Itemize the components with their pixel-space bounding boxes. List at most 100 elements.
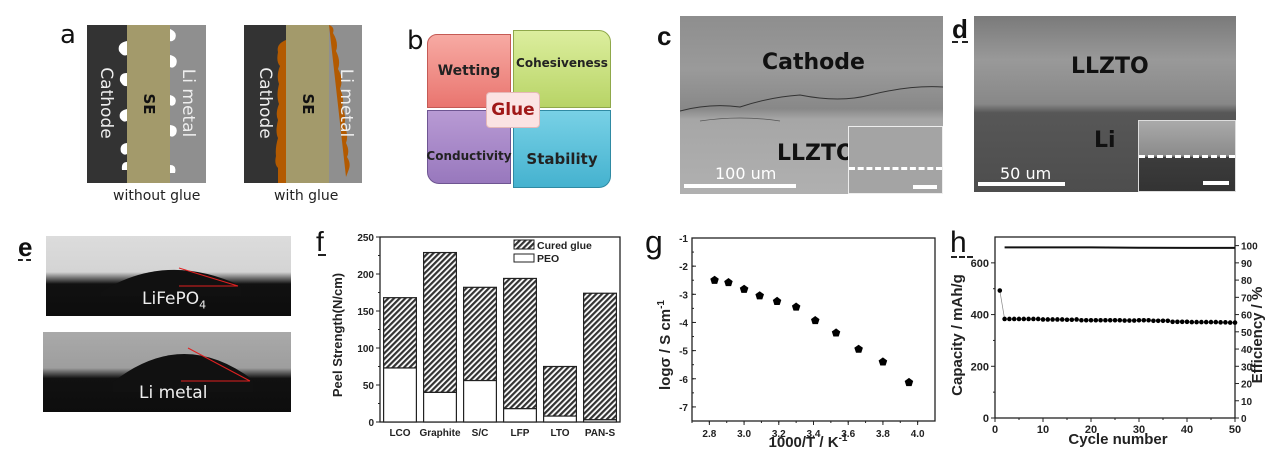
capacity-point — [1213, 319, 1219, 325]
capacity-point — [1016, 316, 1022, 322]
x-tick-label: 3.0 — [737, 429, 751, 440]
panel-label-a: a — [60, 20, 76, 50]
capacity-point — [1059, 317, 1065, 322]
data-point — [878, 357, 888, 366]
y-tick-label-right: 20 — [1241, 380, 1253, 391]
quadrant-wetting-label: Wetting — [437, 63, 501, 79]
capacity-point — [1035, 316, 1041, 322]
y-tick-label-left: 400 — [971, 310, 989, 322]
data-point — [791, 302, 801, 311]
x-tick-label: 3.2 — [772, 429, 786, 440]
capacity-point — [1208, 319, 1214, 325]
y-tick-label-right: 60 — [1241, 311, 1253, 322]
x-axis-label-text: 1000/T / K — [769, 434, 839, 450]
capacity-point — [1151, 318, 1156, 324]
y-tick-label: -3 — [679, 290, 688, 301]
data-point — [724, 278, 733, 287]
panel-label-b: b — [407, 26, 424, 56]
sem-inset — [848, 126, 943, 194]
capacity-point — [1199, 319, 1204, 325]
panel-label-g: g — [645, 224, 663, 260]
capacity-point — [1007, 316, 1012, 322]
capacity-point — [1021, 316, 1027, 322]
capacity-point — [1098, 317, 1103, 323]
y-tick-label: -7 — [679, 403, 688, 414]
x-tick-label: 30 — [1133, 424, 1145, 436]
inset-scale-bar — [913, 185, 937, 189]
se-label: SE — [140, 93, 158, 115]
interface-schematic-without-glue — [87, 25, 206, 183]
x-axis-label: 1000/T / K-1 — [769, 433, 848, 450]
y-tick-label: 150 — [357, 307, 374, 318]
bar-cured-glue — [382, 297, 417, 369]
bar-peo — [422, 391, 457, 423]
x-tick-label: 3.4 — [807, 429, 821, 440]
capacity-point — [1189, 319, 1195, 325]
li-metal-label: Li metal — [336, 68, 356, 138]
legend-label-cured-glue: Cured glue — [537, 240, 592, 252]
data-point — [755, 291, 764, 300]
capacity-point — [1131, 318, 1137, 323]
capacity-point — [1218, 320, 1223, 325]
capacity-point — [1160, 318, 1166, 324]
y-tick-label: 250 — [357, 233, 374, 244]
capacity-point — [1026, 316, 1031, 322]
y-axis-label-text: logσ / S cm — [657, 309, 674, 390]
se-label: SE — [299, 93, 317, 115]
data-point — [811, 316, 820, 325]
interface-dashed-line — [1139, 155, 1235, 158]
sem-image-cathode-llzto: Cathode LLZTO 100 um — [680, 16, 943, 194]
caption-with-glue: with glue — [274, 188, 339, 204]
data-point — [904, 377, 914, 387]
panel-f-underline — [318, 254, 326, 256]
x-tick-label: 2.8 — [702, 429, 716, 440]
capacity-point — [1064, 317, 1070, 323]
bar-peo — [503, 408, 538, 423]
y-tick-label-right: 50 — [1241, 328, 1253, 339]
y-tick-label-right: 70 — [1241, 293, 1253, 304]
legend: Cured glue PEO — [513, 239, 592, 265]
efficiency-line — [1004, 246, 1235, 249]
x-tick-label: 10 — [1037, 424, 1049, 436]
arrhenius-conductivity-plot: -7 -6 -5 -4 -3 -2 -1 2.8 3.0 3.2 3.4 3.6 3.8 4.0 logσ… — [656, 234, 936, 450]
legend-swatch-cured-glue — [513, 239, 535, 250]
capacity-point — [1146, 317, 1151, 323]
capacity-point — [1223, 320, 1228, 325]
scale-bar-label: 50 um — [1000, 164, 1052, 183]
panel-h-underline — [951, 256, 973, 258]
y-tick-label-right: 90 — [1241, 259, 1253, 270]
capacity-point — [1079, 317, 1084, 323]
y-tick-label: -1 — [679, 234, 688, 245]
capacity-point — [1227, 320, 1233, 325]
y-tick-label: 200 — [357, 270, 374, 281]
data-point — [831, 328, 841, 337]
bar-peo — [583, 419, 618, 423]
capacity-point — [1011, 316, 1017, 322]
capacity-point — [1155, 318, 1161, 324]
capacity-point — [1093, 317, 1099, 323]
glue-center-box: Glue — [486, 92, 540, 128]
quadrant-cohesiveness-label: Cohesiveness — [516, 56, 608, 70]
capacity-point — [1184, 319, 1190, 325]
caption-without-glue: without glue — [113, 188, 201, 204]
llzto-layer-label: LLZTO — [777, 141, 855, 166]
capacity-point — [1069, 317, 1075, 323]
sem-texture — [680, 86, 943, 122]
quadrant-conductivity: Conductivity — [426, 110, 512, 184]
capacity-point — [1045, 317, 1051, 322]
x-tick-label: 0 — [992, 424, 998, 436]
bar-cured-glue — [583, 292, 618, 421]
sem-image-llzto-li: LLZTO Li 50 um — [974, 16, 1236, 192]
x-tick-label: PAN-S — [585, 428, 616, 439]
panel-a-with-glue: Cathode SE Li metal — [244, 25, 362, 183]
capacity-point — [1107, 317, 1113, 323]
substrate-label-text: LiFePO — [142, 289, 200, 309]
capacity-point — [1002, 316, 1007, 322]
panel-e-underline — [18, 259, 31, 261]
cathode-label: Cathode — [96, 67, 116, 139]
substrate-label: Li metal — [139, 383, 208, 403]
x-tick-label: LFP — [511, 428, 530, 439]
capacity-point — [1074, 317, 1079, 322]
y-tick-label-left: 200 — [971, 361, 989, 373]
x-tick-label: 20 — [1085, 424, 1097, 436]
